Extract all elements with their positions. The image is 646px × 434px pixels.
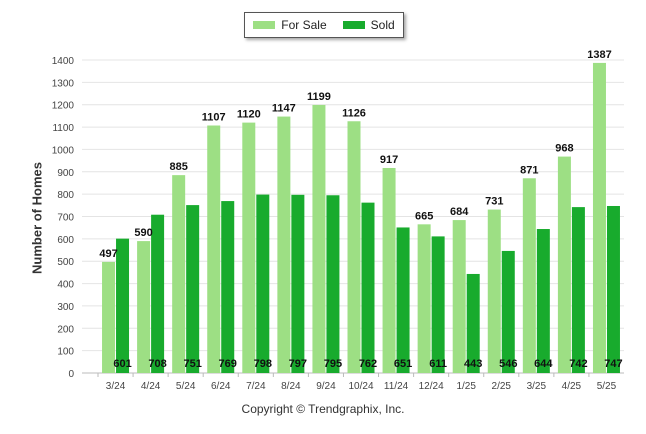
legend-item-sold: Sold <box>342 18 395 32</box>
bar-for-sale <box>347 121 361 373</box>
data-label-for-sale: 665 <box>415 210 433 222</box>
data-label-sold: 751 <box>183 358 201 370</box>
bar-sold <box>536 229 550 373</box>
bar-for-sale <box>102 261 116 373</box>
bar-for-sale <box>487 209 501 373</box>
x-tick-label: 12/24 <box>419 381 444 392</box>
bar-for-sale <box>557 156 571 373</box>
y-tick-label: 400 <box>57 280 74 291</box>
x-tick-label: 3/25 <box>527 381 547 392</box>
bar-sold <box>501 250 515 373</box>
y-tick-label: 900 <box>57 168 74 179</box>
data-label-sold: 795 <box>324 358 342 370</box>
data-label-sold: 601 <box>113 358 131 370</box>
data-label-sold: 797 <box>289 358 307 370</box>
bar-sold <box>606 205 620 373</box>
x-tick-label: 8/24 <box>281 381 301 392</box>
data-label-sold: 546 <box>499 358 517 370</box>
bar-sold <box>186 205 200 373</box>
bar-sold <box>291 194 305 373</box>
data-label-for-sale: 497 <box>99 248 117 260</box>
y-tick-label: 1100 <box>52 123 74 134</box>
data-label-for-sale: 968 <box>555 143 573 155</box>
data-label-sold: 644 <box>534 358 553 370</box>
x-tick-label: 11/24 <box>384 381 409 392</box>
x-tick-label: 6/24 <box>211 381 231 392</box>
y-tick-label: 100 <box>57 347 74 358</box>
bar-for-sale <box>382 167 396 373</box>
x-tick-label: 10/24 <box>348 381 373 392</box>
legend-swatch-sold <box>342 21 365 29</box>
y-tick-label: 1400 <box>52 56 75 67</box>
bar-for-sale <box>137 241 151 373</box>
bar-sold <box>151 214 165 373</box>
bar-sold <box>116 238 130 373</box>
x-tick-label: 5/24 <box>176 381 196 392</box>
bar-for-sale <box>312 104 326 373</box>
bar-sold <box>571 207 585 373</box>
data-label-sold: 747 <box>604 358 622 370</box>
y-tick-label: 700 <box>57 213 74 224</box>
y-tick-label: 1300 <box>52 78 75 89</box>
data-label-for-sale: 1387 <box>587 49 611 61</box>
bar-for-sale <box>417 224 431 373</box>
x-tick-label: 2/25 <box>492 381 512 392</box>
bar-for-sale <box>592 62 606 373</box>
bar-for-sale <box>277 116 291 373</box>
data-label-sold: 443 <box>464 358 482 370</box>
x-tick-label: 9/24 <box>316 381 336 392</box>
data-label-for-sale: 1147 <box>272 103 296 115</box>
y-tick-label: 500 <box>57 257 74 268</box>
data-label-sold: 651 <box>394 358 412 370</box>
y-tick-label: 300 <box>57 302 74 313</box>
data-label-sold: 769 <box>219 358 237 370</box>
data-label-for-sale: 731 <box>485 196 503 208</box>
bar-for-sale <box>172 175 186 373</box>
bar-sold <box>396 227 410 373</box>
data-label-for-sale: 684 <box>450 206 469 218</box>
y-tick-label: 1000 <box>52 145 75 156</box>
x-tick-label: 1/25 <box>456 381 476 392</box>
bar-sold <box>361 202 375 373</box>
data-label-for-sale: 885 <box>169 161 187 173</box>
data-label-sold: 611 <box>429 358 447 370</box>
bar-sold <box>466 273 480 373</box>
bar-sold <box>256 194 270 373</box>
bar-for-sale <box>452 220 466 373</box>
data-label-for-sale: 1199 <box>307 91 331 103</box>
y-tick-label: 600 <box>57 235 74 246</box>
legend-label-sold: Sold <box>370 18 395 32</box>
y-tick-label: 1200 <box>52 101 75 112</box>
y-tick-label: 800 <box>57 190 74 201</box>
legend-label-for-sale: For Sale <box>281 18 327 32</box>
bar-sold <box>221 201 235 373</box>
data-label-for-sale: 1126 <box>342 107 366 119</box>
bar-for-sale <box>242 122 256 373</box>
chart-legend: For Sale Sold <box>244 12 404 38</box>
legend-swatch-for-sale <box>253 21 276 29</box>
x-tick-label: 7/24 <box>246 381 266 392</box>
legend-item-for-sale: For Sale <box>253 18 327 32</box>
bar-sold <box>326 195 340 373</box>
copyright-text: Copyright © Trendgraphix, Inc. <box>241 402 405 416</box>
data-label-sold: 798 <box>254 358 272 370</box>
data-label-for-sale: 917 <box>380 154 398 166</box>
bar-sold <box>431 236 445 373</box>
x-tick-label: 4/24 <box>141 381 161 392</box>
data-label-sold: 762 <box>359 358 377 370</box>
data-label-for-sale: 871 <box>520 164 538 176</box>
bar-for-sale <box>207 125 221 373</box>
data-label-sold: 742 <box>569 358 587 370</box>
data-label-for-sale: 590 <box>134 227 152 239</box>
data-label-sold: 708 <box>148 358 166 370</box>
x-tick-label: 4/25 <box>562 381 582 392</box>
data-label-for-sale: 1107 <box>202 112 226 124</box>
y-tick-label: 0 <box>68 369 74 380</box>
bar-for-sale <box>522 178 536 373</box>
y-tick-label: 200 <box>57 324 74 335</box>
x-tick-label: 5/25 <box>597 381 617 392</box>
x-tick-label: 3/24 <box>106 381 126 392</box>
data-label-for-sale: 1120 <box>237 109 261 121</box>
